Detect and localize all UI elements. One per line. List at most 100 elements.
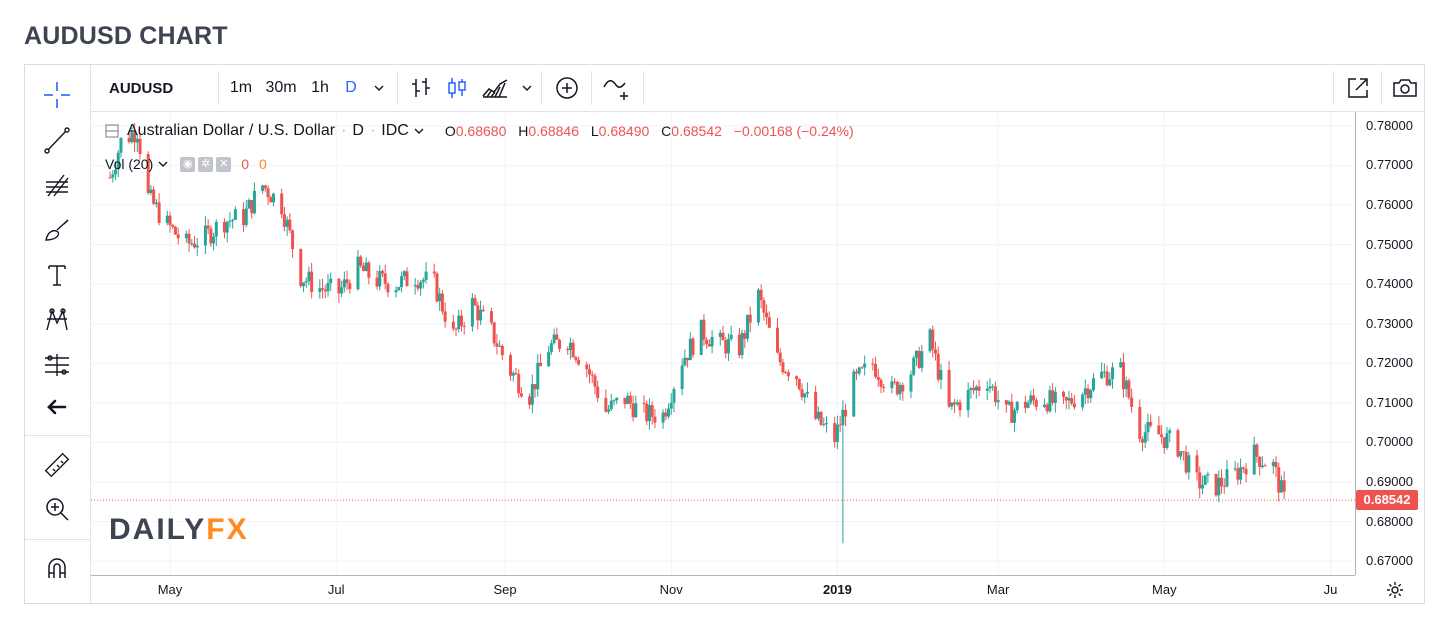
eye-icon[interactable]: ◉ <box>180 156 196 172</box>
candle-body <box>1124 380 1128 390</box>
candle-body <box>609 400 613 410</box>
candle-body <box>272 193 276 203</box>
candle-body <box>797 378 801 390</box>
price-tick: 0.67000 <box>1366 553 1413 569</box>
time-tick: 2019 <box>822 582 852 597</box>
candle-body <box>1015 401 1019 411</box>
settings-icon[interactable]: ✲ <box>198 156 214 172</box>
candle-body <box>672 389 676 403</box>
candle-body <box>1168 430 1172 434</box>
indicators-icon[interactable] <box>545 65 589 111</box>
candle-body <box>1225 469 1229 487</box>
zoom-icon[interactable] <box>37 491 77 527</box>
candle-body <box>1255 444 1259 457</box>
gear-icon[interactable] <box>1375 577 1415 603</box>
candle-body <box>816 411 820 419</box>
candle-body <box>933 349 937 354</box>
popout-icon[interactable] <box>1337 65 1379 111</box>
trend-line-icon[interactable] <box>37 122 77 158</box>
candle-body <box>242 209 246 226</box>
candle-body <box>152 189 156 204</box>
legend-collapse-icon[interactable] <box>105 124 119 138</box>
candle-body <box>1271 461 1275 466</box>
interval-1h[interactable]: 1h <box>311 79 329 96</box>
series-source: IDC <box>381 122 409 139</box>
candle-body <box>647 405 651 422</box>
candle-body <box>337 278 341 294</box>
candle-body <box>841 409 845 426</box>
candle-body <box>631 403 635 418</box>
candle-body <box>285 219 289 227</box>
price-axis[interactable]: 0.78000 0.77000 0.76000 0.75000 0.74000 0.730… <box>1355 112 1425 575</box>
time-axis[interactable]: May Jul Sep Nov 2019 Mar May Ju <box>91 575 1355 603</box>
magnet-icon[interactable] <box>37 551 77 587</box>
candle-body <box>874 363 878 377</box>
interval-dropdown-icon[interactable] <box>365 65 393 111</box>
chart-pane[interactable]: Australian Dollar / U.S. Dollar · D · ID… <box>91 112 1355 575</box>
brush-icon[interactable] <box>37 212 77 248</box>
toolbar-separator <box>397 71 398 105</box>
interval-30m[interactable]: 30m <box>265 79 297 96</box>
candle-body <box>301 282 305 287</box>
volume-ma-value: 0 <box>259 156 267 172</box>
candle-body <box>833 423 837 442</box>
area-icon[interactable] <box>475 65 515 111</box>
crosshair-icon[interactable] <box>37 77 77 113</box>
bars-icon[interactable] <box>403 65 439 111</box>
candle-body <box>667 408 671 417</box>
candle-body <box>1258 456 1262 468</box>
candle-body <box>209 228 213 244</box>
candle-body <box>966 389 970 411</box>
candle-body <box>642 403 646 405</box>
candle-body <box>500 345 504 356</box>
compare-icon[interactable] <box>595 65 639 111</box>
candle-body <box>509 355 513 376</box>
candle-body <box>530 384 534 405</box>
candle-body <box>1198 472 1202 489</box>
candle-body <box>1086 388 1090 399</box>
candle-body <box>421 279 425 283</box>
candle-body <box>795 376 799 379</box>
candle-body <box>481 309 485 312</box>
snapshot-icon[interactable] <box>1385 65 1425 111</box>
pattern-icon[interactable] <box>37 302 77 338</box>
interval-1m[interactable]: 1m <box>229 79 253 96</box>
top-toolbar: AUDUSD 1m 30m 1h D <box>91 65 1424 112</box>
candle-body <box>590 374 594 376</box>
candle-body <box>405 271 409 287</box>
close-icon[interactable]: ✕ <box>216 156 232 172</box>
candle-body <box>280 193 284 215</box>
symbol-search[interactable]: AUDUSD <box>109 79 174 97</box>
candle-body <box>1233 468 1237 470</box>
candle-body <box>558 339 562 349</box>
candle-body <box>157 202 161 223</box>
fib-icon[interactable] <box>37 167 77 203</box>
candle-body <box>342 279 346 288</box>
candle-body <box>419 282 423 289</box>
candle-body <box>803 393 807 398</box>
candle-body <box>492 322 496 344</box>
prediction-icon[interactable] <box>37 347 77 383</box>
text-icon[interactable] <box>37 257 77 293</box>
candle-body <box>383 273 387 284</box>
price-tick: 0.69000 <box>1366 474 1413 489</box>
interval-d[interactable]: D <box>345 79 357 96</box>
candle-body <box>767 317 771 328</box>
volume-dropdown-icon[interactable] <box>157 158 169 170</box>
candle-body <box>340 287 344 294</box>
candle-body <box>359 256 363 266</box>
candle-body <box>184 233 188 239</box>
back-arrow-icon[interactable] <box>37 389 77 425</box>
candle-body <box>165 215 169 223</box>
candle-body <box>1277 467 1281 493</box>
high-value: 0.68846 <box>528 123 579 139</box>
candle-body <box>514 372 518 375</box>
ruler-icon[interactable] <box>37 447 77 483</box>
source-dropdown-icon[interactable] <box>413 125 425 137</box>
chart-type-dropdown-icon[interactable] <box>515 65 539 111</box>
low-value: 0.68490 <box>598 123 650 139</box>
candles-icon[interactable] <box>439 65 475 111</box>
price-chart[interactable] <box>91 112 1355 575</box>
candle-body <box>568 342 572 351</box>
candle-body <box>936 353 940 380</box>
